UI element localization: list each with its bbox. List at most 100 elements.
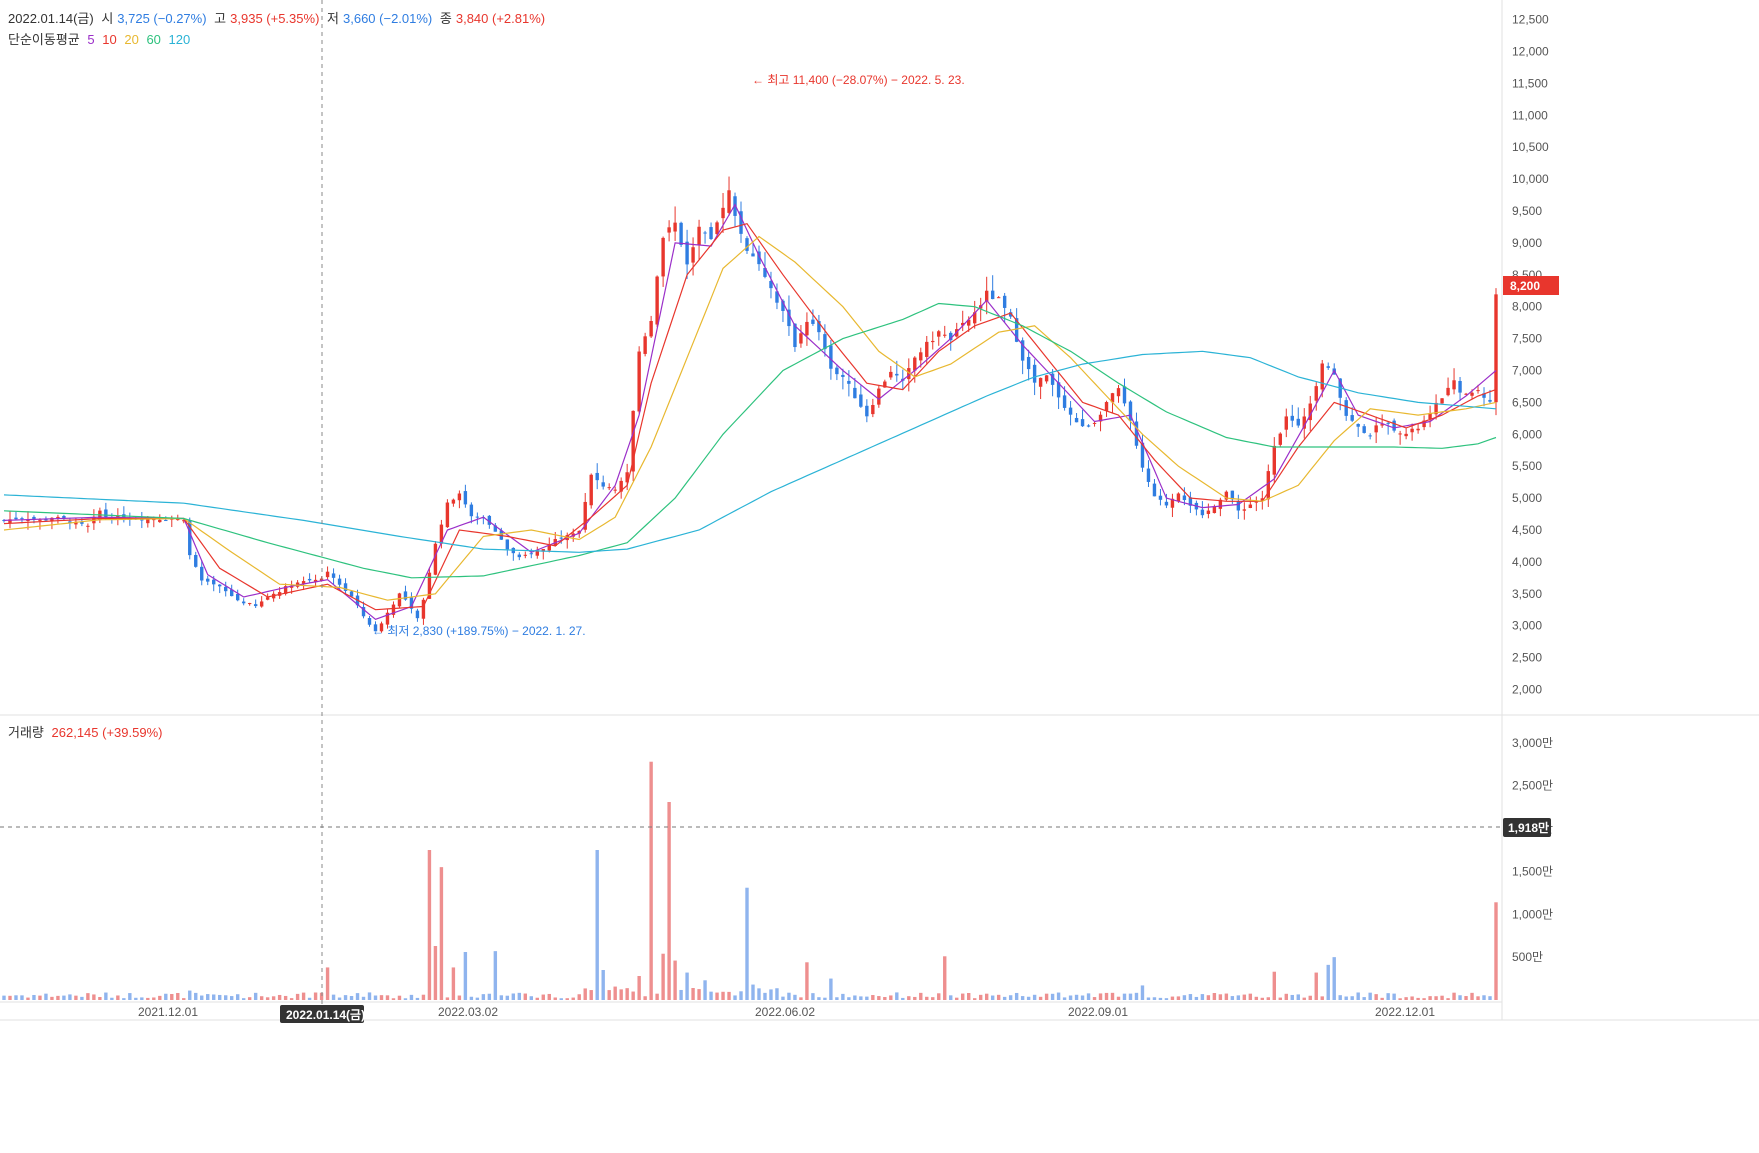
volume-bar (1248, 993, 1253, 1000)
volume-bar (583, 988, 587, 1000)
ma-title: 단순이동평균 (8, 32, 80, 47)
volume-bar (961, 993, 965, 1000)
candle-body (1056, 382, 1061, 398)
volume-bar (247, 997, 252, 1000)
candle-body (990, 290, 995, 300)
volume-bar (727, 991, 731, 1000)
volume-bar (259, 996, 264, 1000)
candle-body (631, 410, 635, 472)
volume-bar (391, 998, 396, 1000)
ma-legend[interactable]: 단순이동평균 5 10 20 60 120 (8, 29, 194, 48)
high-annotation: ← 최고 11,400 (−28.07%) − 2022. 5. 23. (752, 73, 965, 87)
volume-bar (601, 970, 605, 1000)
candle-body (1326, 366, 1330, 368)
volume-bar (799, 997, 803, 1000)
candle-body (1386, 422, 1390, 424)
ma-5-label[interactable]: 5 (87, 32, 95, 47)
candle-body (140, 519, 144, 521)
candle-body (984, 290, 989, 302)
volume-bar (1122, 993, 1127, 1000)
ma-20-label[interactable]: 20 (124, 32, 139, 47)
volume-bar (433, 946, 438, 1000)
candle-body (925, 341, 929, 357)
price-tick-label: 10,000 (1512, 172, 1549, 186)
volume-bar (661, 953, 665, 1000)
volume-bar (68, 994, 72, 1000)
volume-bar (847, 997, 851, 1000)
candle-body (259, 601, 264, 607)
volume-bar (739, 991, 743, 1000)
candle-body (301, 581, 306, 584)
volume-bar (679, 989, 683, 1000)
candle-body (206, 578, 210, 582)
date-tick-label: 2022.09.01 (1068, 1005, 1128, 1019)
candle-body (727, 190, 731, 213)
volume-bar (1368, 992, 1372, 1000)
candle-body (158, 519, 162, 523)
candle-body (1140, 442, 1145, 468)
volume-bar (511, 993, 516, 1000)
current-price-text: 8,200 (1510, 279, 1540, 293)
candle-body (745, 238, 749, 251)
volume-bar (697, 989, 701, 1000)
volume-bar (637, 976, 641, 1000)
candle-body (967, 319, 971, 326)
volume-bar (1326, 964, 1330, 1000)
candle-body (1272, 445, 1276, 475)
candle-body (739, 211, 743, 234)
candle-body (535, 550, 539, 556)
candle-body (74, 521, 78, 525)
candle-body (649, 320, 653, 337)
candle-body (715, 222, 719, 235)
volume-bar (98, 996, 102, 1000)
volume-bar (829, 978, 833, 1000)
ma-60-label[interactable]: 60 (146, 32, 161, 47)
volume-bar (1182, 995, 1187, 1000)
volume-bar (397, 995, 402, 1000)
volume-bar (565, 998, 569, 1000)
volume-header: 거래량 262,145 (+39.59%) (8, 722, 166, 741)
candle-body (799, 333, 803, 344)
candle-body (1464, 393, 1468, 395)
candle-body (1476, 390, 1480, 392)
volume-bar (116, 995, 120, 1000)
volume-bar (1062, 997, 1067, 1000)
candle-body (949, 332, 953, 341)
ma-120-label[interactable]: 120 (168, 32, 191, 47)
volume-bar (1272, 971, 1276, 1000)
ma-line-20 (3, 235, 1497, 601)
volume-bar (152, 997, 156, 1000)
candle-body (931, 340, 935, 343)
price-tick-label: 5,000 (1512, 491, 1542, 505)
volume-bar (463, 952, 468, 1000)
candle-body (996, 297, 1001, 299)
price-tick-label: 5,500 (1512, 459, 1542, 473)
candle-body (889, 371, 893, 378)
high-marker (729, 80, 748, 90)
volume-bar (8, 995, 12, 1000)
volume-bar (1476, 996, 1480, 1000)
volume-bar (1002, 996, 1007, 1000)
candle-body (235, 593, 240, 601)
volume-bar (289, 998, 294, 1000)
volume-bar (1308, 995, 1312, 1000)
volume-bar (1152, 997, 1157, 1000)
volume-bar (499, 995, 504, 1000)
candle-body (289, 585, 294, 588)
candle-body (1452, 380, 1456, 390)
ma-10-label[interactable]: 10 (102, 32, 117, 47)
volume-bar (913, 996, 917, 1000)
candle-body (415, 610, 420, 619)
volume-bar (751, 984, 755, 1000)
volume-bar (949, 995, 953, 1000)
candle-body (805, 321, 809, 336)
volume-bars (2, 761, 1498, 1000)
candle-body (769, 281, 773, 289)
candle-body (817, 321, 821, 333)
candle-body (972, 312, 977, 324)
volume-tick-label: 3,000만 (1512, 736, 1553, 750)
candle-body (661, 237, 665, 277)
candle-body (1380, 424, 1384, 426)
candle-body (1368, 435, 1372, 437)
